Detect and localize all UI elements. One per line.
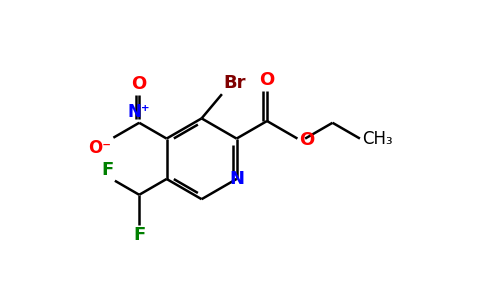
Text: O: O — [299, 130, 315, 148]
Text: Br: Br — [224, 74, 246, 92]
Text: N: N — [229, 170, 244, 188]
Text: O: O — [132, 75, 147, 93]
Text: F: F — [133, 226, 145, 244]
Text: O: O — [259, 71, 274, 89]
Text: F: F — [101, 161, 113, 179]
Text: N⁺: N⁺ — [128, 103, 151, 121]
Text: O⁻: O⁻ — [89, 140, 112, 158]
Text: CH₃: CH₃ — [362, 130, 393, 148]
